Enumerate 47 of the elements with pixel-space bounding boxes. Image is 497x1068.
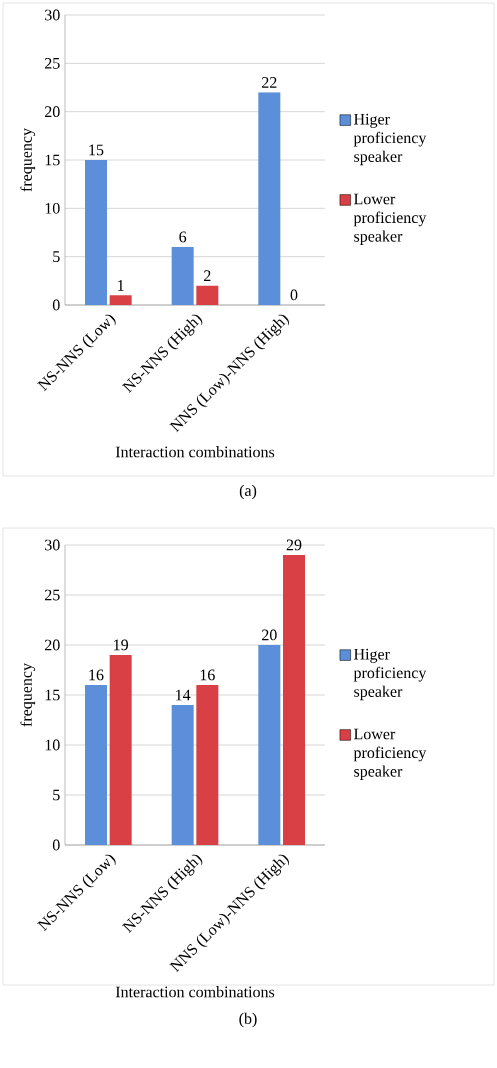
bar (258, 645, 281, 846)
y-tick-label: 0 (52, 299, 60, 311)
data-label: 1 (118, 280, 124, 291)
data-label: 16 (200, 669, 215, 681)
bar (109, 655, 132, 846)
bar (85, 685, 107, 846)
data-label: 29 (286, 539, 302, 551)
data-label: 20 (262, 629, 277, 641)
data-label: 22 (262, 77, 277, 88)
y-tick-label: 30 (45, 539, 60, 551)
data-label: 15 (89, 144, 104, 156)
y-axis-title: frequency (20, 128, 36, 192)
bar (283, 555, 305, 846)
bar (85, 160, 107, 306)
data-label: 16 (89, 669, 104, 681)
y-tick-label: 15 (45, 689, 60, 701)
y-tick-label: 5 (53, 251, 60, 262)
data-label: 14 (176, 689, 191, 701)
y-tick-label: 25 (45, 57, 60, 69)
bar (109, 295, 132, 306)
data-label: 19 (114, 639, 129, 651)
bar (258, 92, 281, 306)
legend-label: Lower proficiency speaker (353, 193, 427, 245)
legend-label: Higer proficiency speaker (353, 648, 427, 701)
text: (b) (239, 1012, 257, 1028)
y-tick-label: 10 (45, 202, 60, 214)
y-tick-label: 15 (45, 154, 60, 166)
bar (196, 285, 219, 306)
bar (171, 705, 194, 846)
y-tick-label: 30 (45, 9, 60, 21)
bar (171, 247, 194, 306)
y-tick-label: 20 (45, 639, 60, 651)
y-tick-label: 0 (52, 839, 60, 851)
y-axis-title: frequency (20, 663, 36, 727)
legend-label: Higer proficiency speaker (353, 113, 427, 166)
y-tick-label: 5 (53, 789, 60, 801)
bar (196, 685, 219, 846)
data-label: 0 (290, 289, 298, 301)
y-tick-label: 10 (45, 739, 60, 751)
text: (a) (239, 484, 257, 500)
data-label: 2 (204, 270, 211, 281)
y-tick-label: 20 (45, 106, 60, 118)
legend-label: Lower proficiency speaker (353, 728, 427, 780)
y-tick-label: 25 (45, 589, 60, 601)
data-label: 6 (179, 231, 187, 243)
x-axis-title: Interaction combinations (115, 446, 275, 458)
x-axis-title: Interaction combinations (115, 986, 275, 998)
